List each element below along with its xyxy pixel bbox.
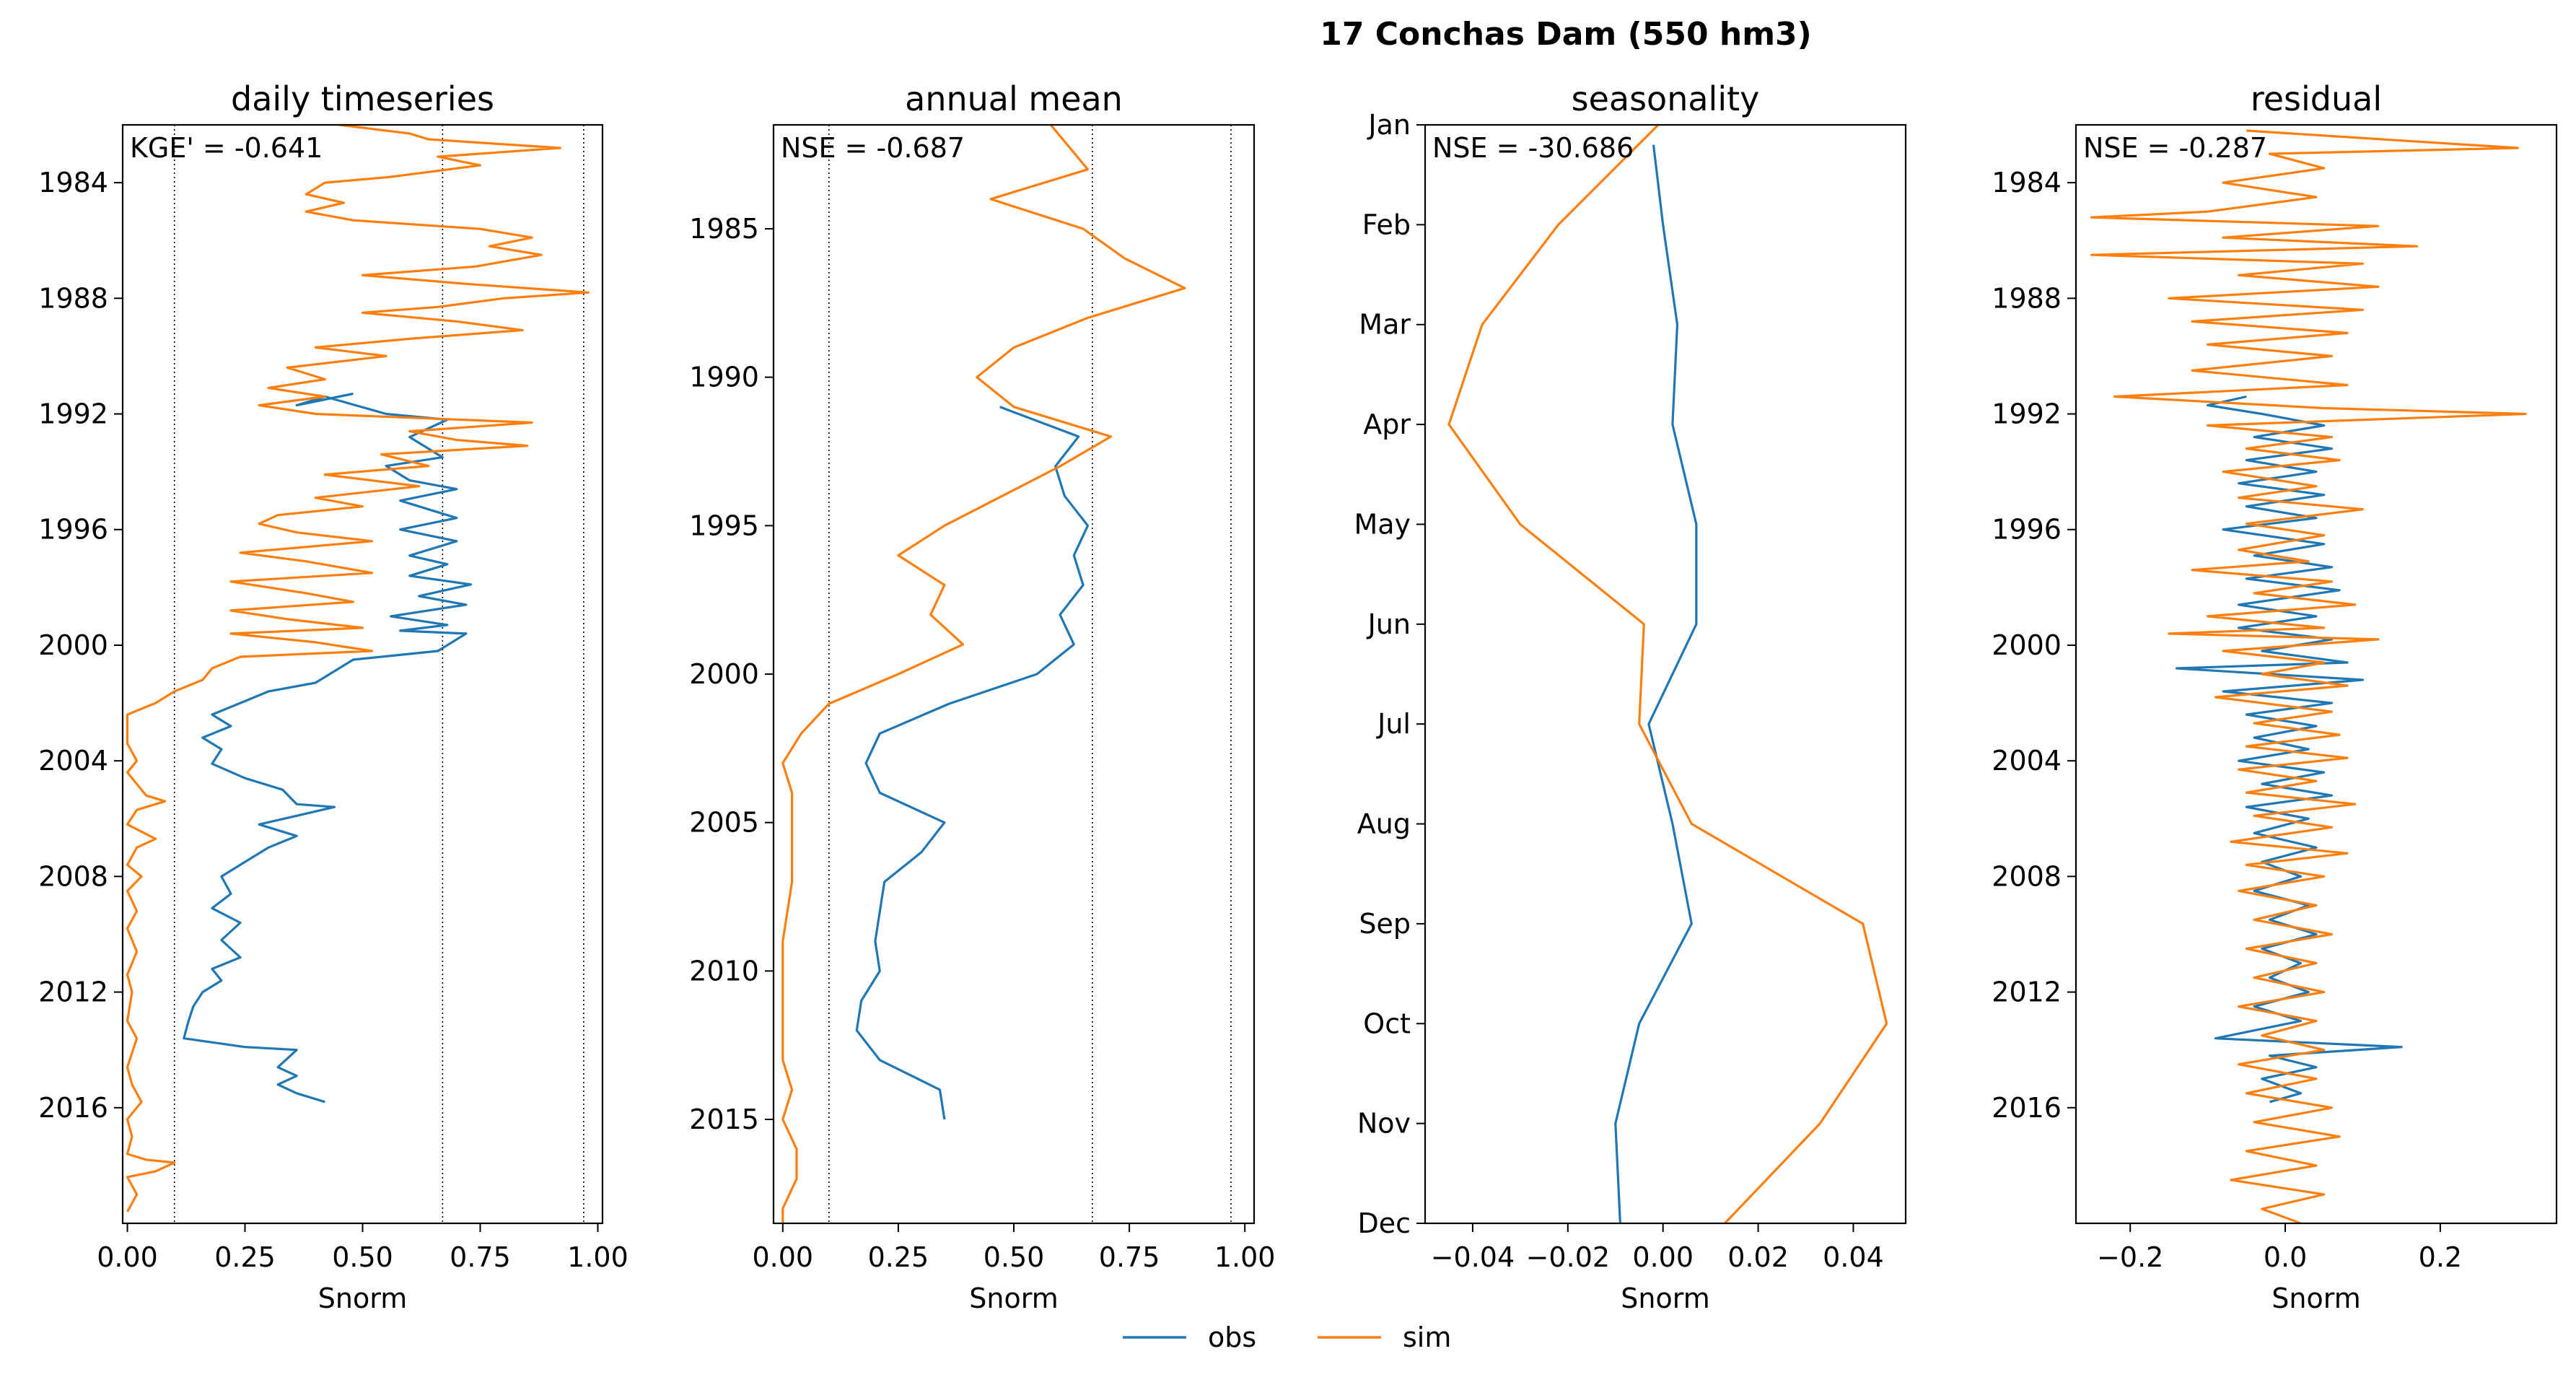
metric-annotation: NSE = -0.287 <box>2083 132 2267 164</box>
x-tick-label: 0.0 <box>2264 1241 2307 1273</box>
y-tick-label: 1996 <box>38 514 108 546</box>
y-tick-label: Aug <box>1357 808 1411 840</box>
y-tick-label: Oct <box>1363 1008 1411 1039</box>
y-tick-label: Sep <box>1359 908 1411 940</box>
y-tick-label: 1984 <box>38 167 108 198</box>
subplot-title: residual <box>2251 79 2382 118</box>
subplot-3: −0.04 −0.02 0.00 0.02 0.04 Jan Feb Mar Apr May Jun… <box>1354 79 1907 1314</box>
y-tick-label: 1988 <box>1992 282 2062 314</box>
metric-annotation: KGE' = -0.641 <box>130 132 323 164</box>
y-tick-label: Jan <box>1367 109 1411 141</box>
y-tick-label: Nov <box>1357 1108 1411 1140</box>
y-tick-label: 1992 <box>38 398 108 430</box>
legend-label-sim: sim <box>1403 1321 1451 1353</box>
x-axis-label: Snorm <box>2271 1283 2360 1314</box>
x-tick-label: 0.50 <box>983 1241 1045 1273</box>
y-tick-label: 2004 <box>1992 745 2062 777</box>
subplot-title: seasonality <box>1572 79 1760 118</box>
series-line-sim <box>781 125 1186 1223</box>
y-tick-label: 1996 <box>1992 514 2062 546</box>
y-tick-label: Dec <box>1357 1207 1411 1239</box>
x-axis-label: Snorm <box>969 1283 1058 1314</box>
y-tick-label: 2012 <box>1992 977 2062 1008</box>
subplot-4: −0.2 0.0 0.2 1984 1988 1992 1996 2000 2004 2008 20… <box>1992 79 2558 1314</box>
subplot-title: annual mean <box>905 79 1123 118</box>
y-tick-label: Mar <box>1359 309 1411 341</box>
series-line-sim <box>2090 129 2527 1223</box>
y-tick-label: 2000 <box>1992 629 2062 661</box>
subplot-1: 0.00 0.25 0.50 0.75 1.00 1984 1988 1992 1996 2000… <box>38 79 628 1314</box>
y-tick-label: Feb <box>1362 209 1411 240</box>
y-tick-label: 2008 <box>1992 860 2062 892</box>
x-tick-label: −0.04 <box>1431 1241 1515 1273</box>
y-tick-label: 2010 <box>689 955 759 987</box>
x-tick-label: 0.2 <box>2419 1241 2462 1273</box>
y-tick-label: 1984 <box>1992 167 2062 198</box>
x-tick-label: 0.25 <box>214 1241 276 1273</box>
y-tick-label: 1988 <box>38 282 108 314</box>
x-tick-label: −0.02 <box>1526 1241 1610 1273</box>
x-tick-label: 0.75 <box>450 1241 511 1273</box>
series-line-obs <box>1614 144 1698 1223</box>
y-tick-label: 2008 <box>38 860 108 892</box>
metric-annotation: NSE = -30.686 <box>1432 132 1634 164</box>
legend: obs sim <box>1123 1321 1451 1353</box>
y-tick-label: 2000 <box>38 629 108 661</box>
x-axis-label: Snorm <box>318 1283 407 1314</box>
y-tick-label: 1990 <box>689 362 759 393</box>
series-line-sim <box>126 125 590 1213</box>
x-axis-label: Snorm <box>1621 1283 1709 1314</box>
y-tick-label: 2016 <box>1992 1092 2062 1124</box>
series-line-obs <box>183 392 473 1104</box>
legend-label-obs: obs <box>1208 1321 1256 1353</box>
axes-frame <box>2075 123 2558 1225</box>
y-tick-label: 1995 <box>689 510 759 541</box>
x-tick-label: −0.2 <box>2097 1241 2163 1273</box>
x-tick-label: 0.00 <box>753 1241 814 1273</box>
y-tick-label: 2000 <box>689 658 759 690</box>
x-tick-label: 0.00 <box>97 1241 158 1273</box>
x-tick-label: 0.75 <box>1099 1241 1160 1273</box>
x-tick-label: 0.25 <box>868 1241 929 1273</box>
x-tick-label: 1.00 <box>567 1241 628 1273</box>
x-tick-label: 0.00 <box>1632 1241 1694 1273</box>
y-tick-label: Jun <box>1367 608 1411 640</box>
y-tick-label: 2004 <box>38 745 108 777</box>
y-tick-label: 2015 <box>689 1104 759 1135</box>
y-tick-label: 1992 <box>1992 398 2062 430</box>
y-tick-label: May <box>1354 508 1411 540</box>
y-tick-label: 2005 <box>689 807 759 839</box>
x-tick-label: 0.50 <box>332 1241 393 1273</box>
subplots: 0.00 0.25 0.50 0.75 1.00 1984 1988 1992 1996 2000… <box>38 79 2558 1314</box>
figure-suptitle: 17 Conchas Dam (550 hm3) <box>1320 16 1812 53</box>
y-tick-label: 2016 <box>38 1092 108 1124</box>
axes-frame <box>1424 123 1907 1225</box>
y-tick-label: 1985 <box>689 213 759 245</box>
metric-annotation: NSE = -0.687 <box>781 132 965 164</box>
x-tick-label: 0.02 <box>1727 1241 1789 1273</box>
subplot-2: 0.00 0.25 0.50 0.75 1.00 1985 1990 1995 2000 2005… <box>689 79 1275 1314</box>
y-tick-label: Jul <box>1376 708 1411 740</box>
y-tick-label: 2012 <box>38 977 108 1008</box>
series-line-sim <box>1447 125 1888 1223</box>
y-tick-label: Apr <box>1363 408 1411 440</box>
series-line-obs <box>855 406 1090 1120</box>
x-tick-label: 1.00 <box>1214 1241 1276 1273</box>
subplot-title: daily timeseries <box>231 79 494 118</box>
x-tick-label: 0.04 <box>1823 1241 1884 1273</box>
